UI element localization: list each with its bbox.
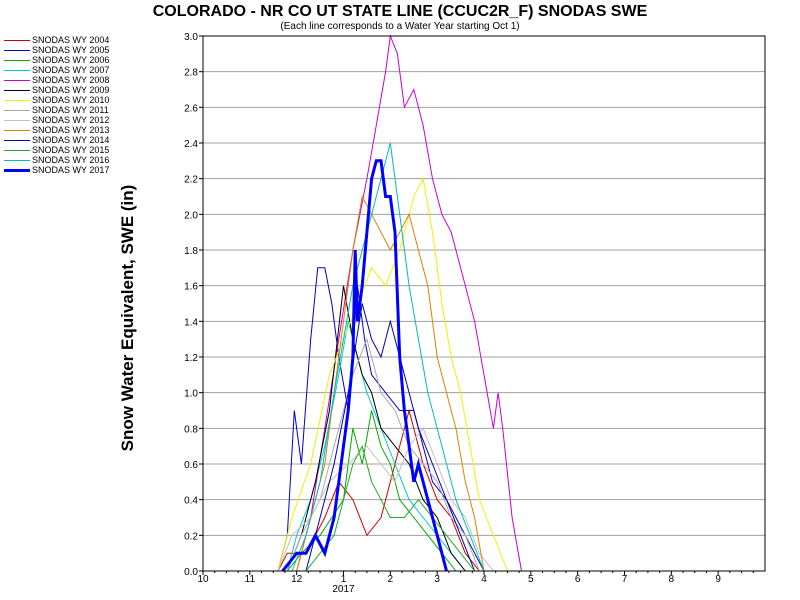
- legend-label: SNODAS WY 2016: [32, 155, 110, 165]
- legend-label: SNODAS WY 2010: [32, 95, 110, 105]
- series-line: [305, 303, 476, 572]
- series-line: [291, 142, 485, 572]
- y-tick-label: 0.6: [184, 460, 198, 471]
- x-tick-label: 10: [197, 574, 209, 585]
- legend-swatch: [4, 90, 30, 91]
- y-tick-label: 2.0: [184, 210, 198, 221]
- series-line: [277, 177, 508, 572]
- y-tick-label: 0.8: [184, 424, 198, 435]
- x-tick-label: 6: [575, 574, 581, 585]
- legend-swatch: [4, 120, 30, 121]
- legend-label: SNODAS WY 2017: [32, 165, 110, 175]
- series-line: [286, 410, 457, 572]
- y-tick-label: 2.6: [184, 103, 198, 114]
- legend-label: SNODAS WY 2014: [32, 135, 110, 145]
- legend-label: SNODAS WY 2013: [32, 125, 110, 135]
- y-tick-label: 1.0: [184, 389, 198, 400]
- legend-label: SNODAS WY 2012: [32, 115, 110, 125]
- legend-label: SNODAS WY 2004: [32, 35, 110, 45]
- x-tick-label: 12: [291, 574, 303, 585]
- y-tick-label: 0.2: [184, 531, 198, 542]
- x-tick-label: 7: [622, 574, 628, 585]
- series-line: [286, 285, 466, 572]
- legend-swatch: [4, 60, 30, 61]
- y-tick-label: 2.8: [184, 68, 198, 79]
- legend-swatch: [4, 160, 30, 161]
- legend-label: SNODAS WY 2006: [32, 55, 110, 65]
- legend-label: SNODAS WY 2015: [32, 145, 110, 155]
- legend-label: SNODAS WY 2008: [32, 75, 110, 85]
- x-tick-label: 11: [245, 574, 256, 585]
- legend-label: SNODAS WY 2011: [32, 105, 109, 115]
- x-tick-label: 3: [434, 574, 440, 585]
- chart-title: COLORADO - NR CO UT STATE LINE (CCUC2R_F…: [152, 3, 648, 20]
- y-tick-label: 1.2: [184, 353, 198, 364]
- series-line: [286, 337, 480, 572]
- series-line: [281, 159, 448, 572]
- y-tick-label: 1.6: [184, 282, 198, 293]
- y-tick-label: 0.4: [184, 496, 198, 507]
- x-tick-label: 2: [388, 574, 394, 585]
- series-line: [296, 34, 522, 572]
- series-line: [296, 194, 485, 572]
- legend-swatch: [4, 130, 30, 131]
- chart-subtitle: (Each line corresponds to a Water Year s…: [280, 21, 520, 32]
- legend-swatch: [4, 70, 30, 71]
- legend-swatch: [4, 150, 30, 151]
- y-tick-label: 2.2: [184, 175, 198, 186]
- x-tick-label: 1: [341, 574, 347, 585]
- y-tick-label: 1.4: [184, 317, 198, 328]
- x-year-label: 2017: [332, 584, 355, 595]
- legend-label: SNODAS WY 2009: [32, 85, 110, 95]
- series-line: [305, 444, 475, 572]
- legend-swatch: [4, 169, 30, 172]
- series-line: [277, 267, 485, 572]
- legend-swatch: [4, 40, 30, 41]
- y-tick-label: 0.0: [184, 567, 198, 578]
- legend-swatch: [4, 80, 30, 81]
- legend-swatch: [4, 50, 30, 51]
- legend-swatch: [4, 100, 30, 101]
- legend-swatch: [4, 110, 30, 111]
- legend-label: SNODAS WY 2007: [32, 65, 110, 75]
- y-tick-label: 1.8: [184, 246, 198, 257]
- x-tick-label: 4: [481, 574, 487, 585]
- plot-border: [202, 35, 766, 572]
- y-tick-label: 2.4: [184, 139, 198, 150]
- x-tick-label: 8: [669, 574, 675, 585]
- legend-swatch: [4, 140, 30, 141]
- x-tick-label: 5: [528, 574, 534, 585]
- legend-label: SNODAS WY 2005: [32, 45, 110, 55]
- x-tick-label: 9: [715, 574, 721, 585]
- y-tick-label: 3.0: [184, 32, 198, 43]
